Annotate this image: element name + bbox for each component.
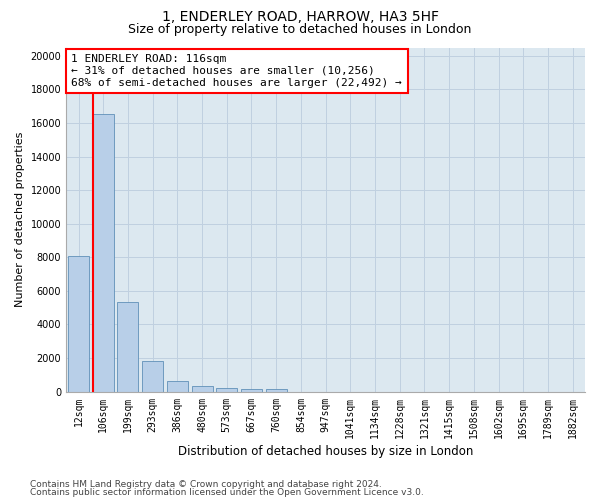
X-axis label: Distribution of detached houses by size in London: Distribution of detached houses by size … xyxy=(178,444,473,458)
Bar xyxy=(216,388,237,392)
Bar xyxy=(241,388,262,392)
Bar xyxy=(167,380,188,392)
Bar xyxy=(68,256,89,392)
Text: 1, ENDERLEY ROAD, HARROW, HA3 5HF: 1, ENDERLEY ROAD, HARROW, HA3 5HF xyxy=(161,10,439,24)
Text: 1 ENDERLEY ROAD: 116sqm
← 31% of detached houses are smaller (10,256)
68% of sem: 1 ENDERLEY ROAD: 116sqm ← 31% of detache… xyxy=(71,54,402,88)
Text: Contains public sector information licensed under the Open Government Licence v3: Contains public sector information licen… xyxy=(30,488,424,497)
Bar xyxy=(93,114,114,392)
Text: Contains HM Land Registry data © Crown copyright and database right 2024.: Contains HM Land Registry data © Crown c… xyxy=(30,480,382,489)
Text: Size of property relative to detached houses in London: Size of property relative to detached ho… xyxy=(128,22,472,36)
Bar xyxy=(118,302,139,392)
Bar xyxy=(266,390,287,392)
Bar xyxy=(142,360,163,392)
Y-axis label: Number of detached properties: Number of detached properties xyxy=(15,132,25,307)
Bar xyxy=(191,386,212,392)
